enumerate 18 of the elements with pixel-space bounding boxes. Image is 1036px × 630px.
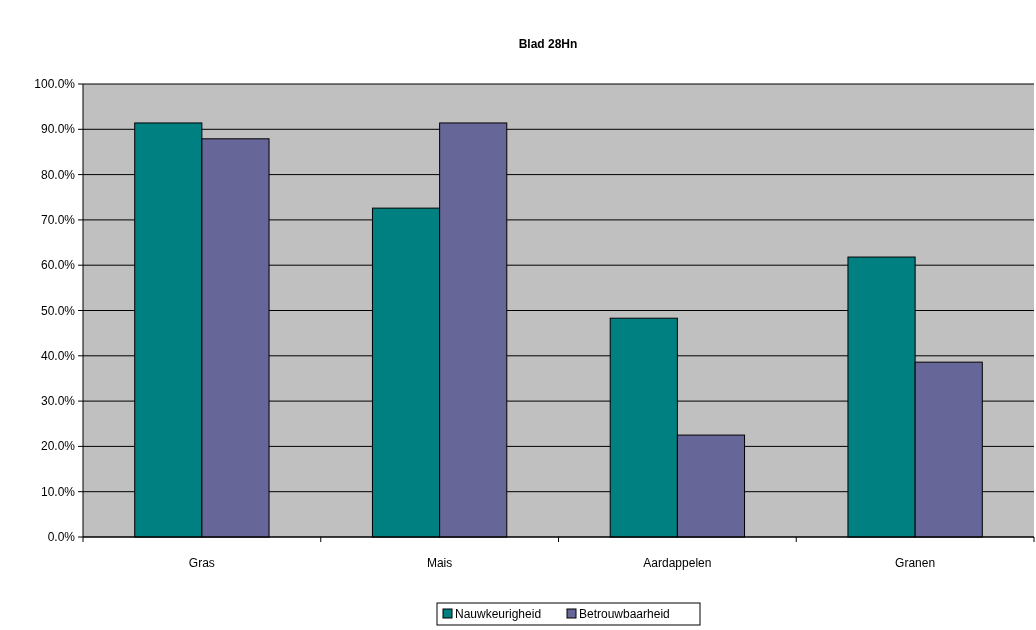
- y-tick-label: 90.0%: [40, 122, 76, 137]
- legend-label: Nauwkeurigheid: [455, 607, 542, 621]
- y-tick-label: 10.0%: [40, 484, 76, 499]
- x-tick-label: Gras: [188, 556, 215, 570]
- y-tick-label: 60.0%: [40, 258, 76, 273]
- legend-label: Betrouwbaarheid: [579, 607, 670, 621]
- x-tick-label: Aardappelen: [643, 556, 712, 570]
- y-tick-label: 40.0%: [40, 348, 76, 363]
- chart-title: Blad 28Hn: [518, 37, 578, 51]
- x-tick-label: Granen: [895, 556, 936, 570]
- y-tick-label: 30.0%: [40, 394, 76, 409]
- y-tick-label: 70.0%: [40, 212, 76, 227]
- y-tick-label: 20.0%: [40, 439, 76, 454]
- y-tick-label: 100.0%: [34, 77, 76, 91]
- y-tick-label: 0.0%: [47, 530, 76, 544]
- x-tick-label: Mais: [426, 556, 453, 570]
- y-tick-label: 80.0%: [40, 167, 76, 182]
- y-tick-label: 50.0%: [40, 303, 76, 318]
